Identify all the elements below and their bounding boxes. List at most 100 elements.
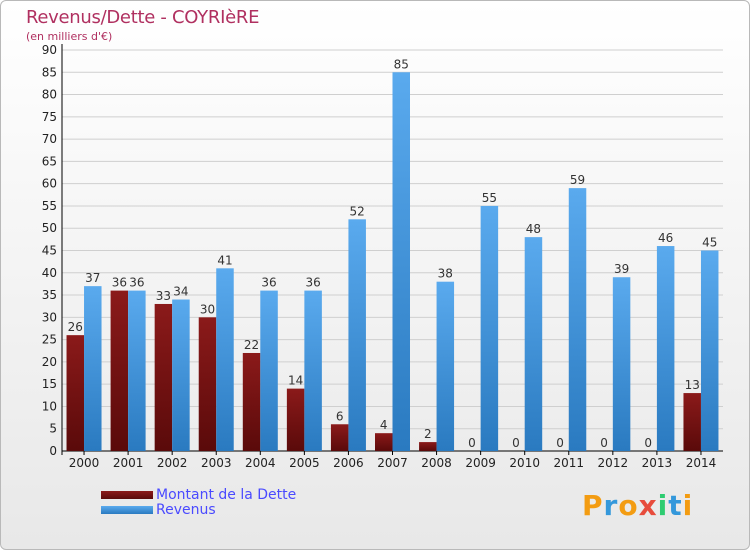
data-label-revenue-2000: 37 (85, 271, 100, 285)
legend-item-revenue: Revenus (101, 501, 296, 518)
bar-revenue-2006 (348, 219, 366, 451)
y-tick-label: 30 (42, 310, 57, 324)
x-tick-label: 2012 (598, 456, 629, 470)
logo-letter: x (638, 489, 658, 522)
y-tick-label: 5 (49, 422, 57, 436)
bar-debt-2007 (375, 433, 393, 451)
bar-revenue-2000 (84, 286, 102, 451)
y-tick-label: 75 (42, 110, 57, 124)
x-tick-label: 2000 (69, 456, 100, 470)
data-label-revenue-2003: 41 (217, 253, 232, 267)
bar-revenue-2011 (568, 188, 587, 451)
bar-debt-2001 (110, 290, 129, 451)
data-label-debt-2006: 6 (336, 409, 344, 423)
bar-revenue-2005 (304, 290, 322, 451)
y-tick-label: 15 (42, 377, 57, 391)
data-label-debt-2000: 26 (68, 320, 83, 334)
data-label-debt-2007: 4 (380, 418, 388, 432)
bar-debt-2000 (66, 335, 85, 451)
data-label-debt-2003: 30 (200, 302, 215, 316)
y-tick-label: 50 (42, 221, 57, 235)
bar-revenue-2001 (128, 290, 146, 451)
x-tick-label: 2002 (157, 456, 188, 470)
y-tick-label: 80 (42, 88, 57, 102)
x-tick-label: 2001 (113, 456, 144, 470)
bar-revenue-2004 (260, 290, 278, 451)
proxiti-logo: Proxiti (582, 489, 693, 522)
logo-letter: t (668, 489, 683, 522)
data-label-debt-2009: 0 (468, 436, 476, 450)
bar-revenue-2013 (656, 246, 675, 451)
data-label-revenue-2011: 59 (570, 173, 585, 187)
x-tick-label: 2006 (333, 456, 364, 470)
y-tick-label: 25 (42, 333, 57, 347)
data-label-revenue-2001: 36 (129, 276, 144, 290)
x-tick-label: 2004 (245, 456, 276, 470)
bar-revenue-2007 (392, 72, 410, 452)
bar-revenue-2014 (700, 250, 719, 451)
data-label-revenue-2010: 48 (526, 222, 541, 236)
y-tick-label: 45 (42, 244, 57, 258)
bar-debt-2004 (242, 352, 261, 451)
data-label-debt-2010: 0 (512, 436, 520, 450)
data-label-debt-2001: 36 (112, 276, 127, 290)
legend: Montant de la Dette Revenus (101, 486, 297, 518)
y-tick-label: 10 (42, 399, 57, 413)
data-label-revenue-2009: 55 (482, 191, 497, 205)
data-label-debt-2011: 0 (556, 436, 564, 450)
legend-label-revenue: Revenus (156, 501, 216, 518)
x-tick-label: 2003 (201, 456, 232, 470)
y-tick-label: 90 (42, 43, 57, 57)
x-tick-label: 2013 (642, 456, 673, 470)
logo-letter: o (618, 489, 639, 522)
logo-letter: r (603, 489, 619, 522)
chart-title: Revenus/Dette - COYRIèRE (26, 7, 260, 28)
legend-label-debt: Montant de la Dette (156, 486, 297, 503)
bar-revenue-2002 (172, 299, 190, 451)
logo-letter: i (682, 489, 694, 522)
y-tick-label: 40 (42, 266, 57, 280)
legend-item-debt: Montant de la Dette (101, 486, 297, 503)
data-label-revenue-2005: 36 (305, 276, 320, 290)
logo-letter: P (582, 489, 604, 522)
bar-debt-2002 (154, 303, 173, 451)
y-tick-label: 85 (42, 65, 57, 79)
bar-revenue-2010 (524, 237, 543, 451)
y-tick-label: 60 (42, 177, 57, 191)
bar-debt-2014 (683, 393, 701, 451)
data-label-revenue-2014: 45 (702, 236, 717, 250)
data-label-revenue-2002: 34 (173, 285, 188, 299)
data-label-debt-2014: 13 (685, 378, 700, 392)
bar-revenue-2012 (612, 277, 631, 451)
bar-debt-2008 (419, 442, 437, 451)
data-label-debt-2005: 14 (288, 374, 303, 388)
y-tick-label: 55 (42, 199, 57, 213)
data-label-revenue-2012: 39 (614, 262, 629, 276)
data-label-revenue-2007: 85 (394, 57, 409, 71)
x-tick-label: 2011 (553, 456, 584, 470)
bar-revenue-2009 (480, 205, 499, 451)
bar-debt-2005 (286, 388, 305, 451)
x-tick-label: 2014 (686, 456, 717, 470)
bar-debt-2003 (198, 317, 217, 451)
y-tick-label: 65 (42, 154, 57, 168)
x-tick-label: 2010 (509, 456, 540, 470)
data-label-debt-2013: 0 (644, 436, 652, 450)
bar-debt-2006 (330, 424, 349, 451)
x-tick-label: 2005 (289, 456, 320, 470)
y-tick-label: 35 (42, 288, 57, 302)
legend-swatch-revenue (101, 505, 153, 514)
x-tick-label: 2009 (465, 456, 496, 470)
bar-revenue-2003 (216, 268, 234, 451)
data-label-revenue-2008: 38 (438, 267, 453, 281)
data-label-revenue-2006: 52 (350, 204, 365, 218)
y-tick-label: 20 (42, 355, 57, 369)
data-label-debt-2004: 22 (244, 338, 259, 352)
logo-letter: i (657, 489, 669, 522)
data-label-revenue-2013: 46 (658, 231, 673, 245)
chart-subtitle: (en milliers d'€) (26, 30, 113, 43)
data-label-debt-2008: 2 (424, 427, 432, 441)
y-tick-label: 70 (42, 132, 57, 146)
